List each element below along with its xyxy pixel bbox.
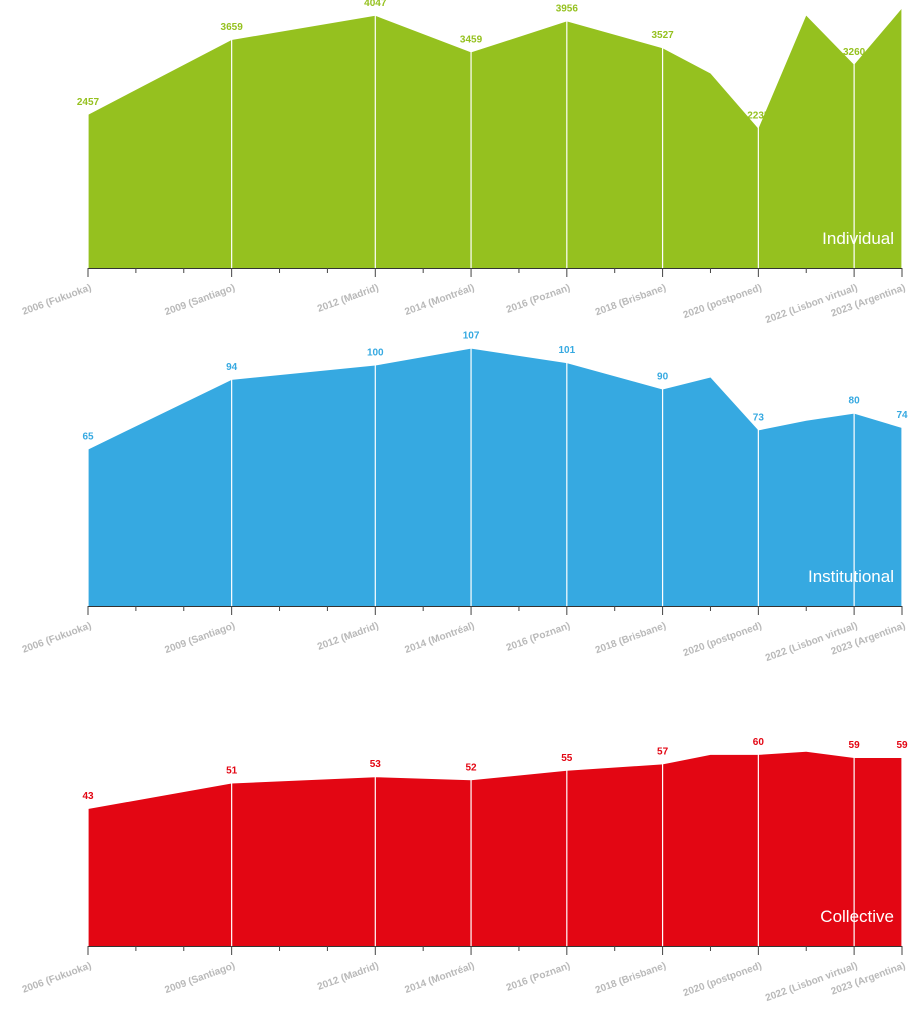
x-tick-label: 2018 (Brisbane) <box>594 960 668 996</box>
data-label: 2457 <box>77 97 100 108</box>
data-label: 59 <box>849 740 861 751</box>
x-tick-label: 2016 (Poznan) <box>505 282 572 315</box>
x-tick-label: 2006 (Fukuoka) <box>21 282 93 317</box>
x-tick-label: 2009 (Santiago) <box>163 282 236 318</box>
data-label: 59 <box>896 740 908 751</box>
data-label: 100 <box>367 347 384 358</box>
x-tick-label: 2012 (Madrid) <box>316 620 380 652</box>
area-series <box>88 8 902 269</box>
data-label: 3527 <box>651 30 674 41</box>
data-label: 73 <box>753 412 765 423</box>
data-label: 52 <box>465 762 477 773</box>
x-tick-label: 2012 (Madrid) <box>316 960 380 992</box>
x-tick-label: 2014 (Montréal) <box>403 282 476 317</box>
data-label: 55 <box>561 753 573 764</box>
data-label: 65 <box>82 432 94 443</box>
panel-title: Collective <box>820 907 894 926</box>
data-label: 3956 <box>556 3 579 14</box>
x-tick-label: 2018 (Brisbane) <box>594 282 668 318</box>
x-tick-label: 2016 (Poznan) <box>505 620 572 653</box>
x-tick-label: 2020 (postponed) <box>682 282 764 321</box>
x-tick-label: 2020 (postponed) <box>682 960 764 999</box>
panel-1: 65 94 100 107 101 90 73 80 74 2006 (Fukuoka) 2009 … <box>21 331 908 664</box>
x-tick-label: 2018 (Brisbane) <box>594 620 668 656</box>
panel-2: 43 51 53 52 55 57 60 59 59 2006 (Fukuoka) 2009 (Sa… <box>21 737 908 1004</box>
data-label: 107 <box>463 331 480 342</box>
x-tick-label: 2014 (Montréal) <box>403 620 476 655</box>
data-label: 90 <box>657 372 669 383</box>
x-tick-label: 2009 (Santiago) <box>163 620 236 656</box>
data-label: 3659 <box>221 22 244 33</box>
data-label: 4047 <box>364 0 387 9</box>
data-label: 43 <box>82 791 94 802</box>
area-series <box>88 348 902 606</box>
data-label: 80 <box>849 396 861 407</box>
data-label: 53 <box>370 759 382 770</box>
x-tick-label: 2006 (Fukuoka) <box>21 620 93 655</box>
data-label: 94 <box>226 362 238 373</box>
data-label: 60 <box>753 737 765 748</box>
x-tick-label: 2020 (postponed) <box>682 620 764 659</box>
data-label: 3459 <box>460 34 483 45</box>
x-tick-label: 2014 (Montréal) <box>403 960 476 995</box>
data-label: 101 <box>558 345 575 356</box>
data-label: 74 <box>896 410 908 421</box>
panel-0: 2457 3659 4047 3459 3956 3527 2235 3260 4165 2006… <box>21 0 914 326</box>
data-label: 51 <box>226 766 238 777</box>
area-series <box>88 751 902 946</box>
panel-title: Individual <box>822 229 894 248</box>
x-tick-label: 2009 (Santiago) <box>163 960 236 996</box>
data-label: 2235 <box>747 111 770 122</box>
data-label: 4165 <box>891 0 914 1</box>
data-label: 3260 <box>843 47 866 58</box>
x-tick-label: 2006 (Fukuoka) <box>21 960 93 995</box>
panel-title: Institutional <box>808 567 894 586</box>
x-tick-label: 2016 (Poznan) <box>505 960 572 993</box>
data-label: 57 <box>657 746 669 757</box>
x-tick-label: 2012 (Madrid) <box>316 282 380 314</box>
